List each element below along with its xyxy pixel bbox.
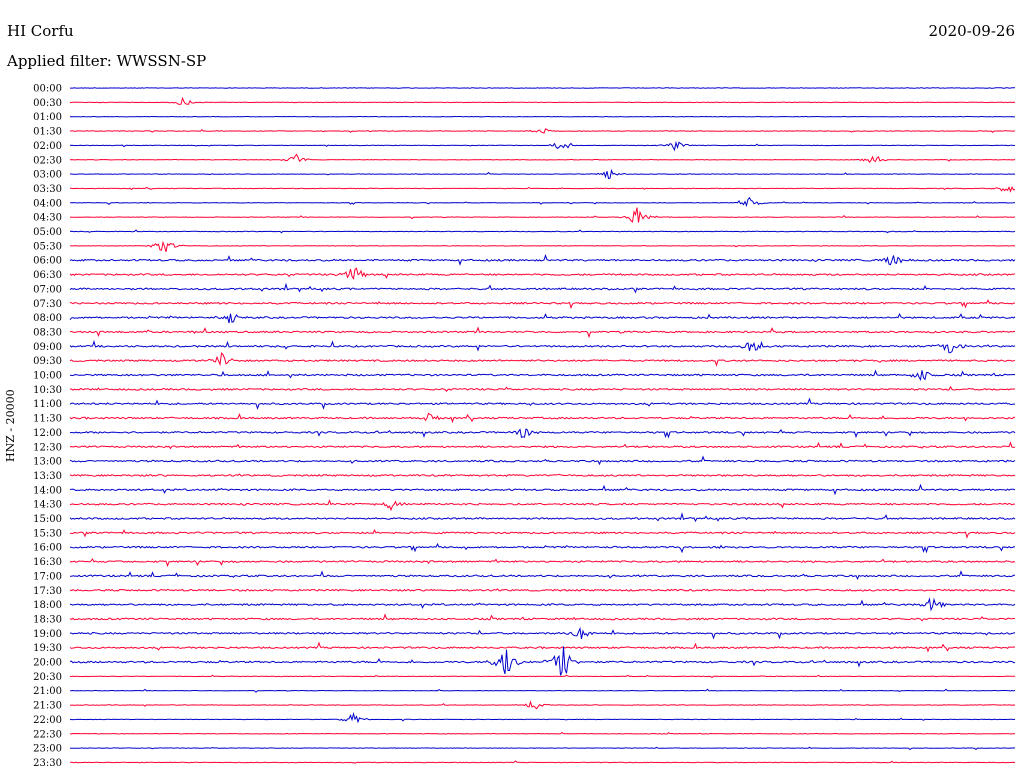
tick-label-2200: 22:00 xyxy=(33,715,62,726)
tick-label-2330: 23:30 xyxy=(33,758,62,769)
tick-label-0100: 01:00 xyxy=(33,112,62,123)
trace-0330 xyxy=(69,186,1016,193)
trace-0900 xyxy=(69,340,1016,354)
tick-label-1530: 15:30 xyxy=(33,528,62,539)
tick-label-2300: 23:00 xyxy=(33,744,62,755)
trace-0430 xyxy=(69,207,1016,223)
trace-1800 xyxy=(69,597,1016,612)
trace-1130 xyxy=(69,412,1016,424)
tick-label-0500: 05:00 xyxy=(33,227,62,238)
tick-label-1900: 19:00 xyxy=(33,629,62,640)
tick-label-1200: 12:00 xyxy=(33,428,62,439)
trace-1600 xyxy=(69,542,1016,554)
trace-2330 xyxy=(70,760,1016,764)
tick-label-1500: 15:00 xyxy=(33,514,62,525)
tick-label-1230: 12:30 xyxy=(33,442,62,453)
tick-label-1730: 17:30 xyxy=(33,586,62,597)
trace-0200 xyxy=(69,140,1016,152)
trace-1530 xyxy=(69,528,1016,539)
tick-label-0230: 02:30 xyxy=(33,155,62,166)
tick-label-0130: 01:30 xyxy=(33,127,62,138)
tick-label-2130: 21:30 xyxy=(33,701,62,712)
trace-0500 xyxy=(69,229,1016,234)
trace-0800 xyxy=(69,312,1016,324)
tick-label-1400: 14:00 xyxy=(33,485,62,496)
trace-0700 xyxy=(69,282,1016,294)
trace-1930 xyxy=(69,641,1016,653)
tick-label-1030: 10:30 xyxy=(33,385,62,396)
tick-label-0030: 00:30 xyxy=(33,98,62,109)
station-title: HI Corfu xyxy=(7,22,74,40)
tick-label-1430: 14:30 xyxy=(33,500,62,511)
trace-2300 xyxy=(69,746,1016,751)
tick-label-1300: 13:00 xyxy=(33,457,62,468)
tick-label-0830: 08:30 xyxy=(33,327,62,338)
trace-2000 xyxy=(69,646,1016,676)
tick-label-0700: 07:00 xyxy=(33,284,62,295)
trace-1730 xyxy=(69,588,1016,592)
trace-1000 xyxy=(69,369,1016,381)
tick-label-1000: 10:00 xyxy=(33,371,62,382)
tick-label-2230: 22:30 xyxy=(33,729,62,740)
trace-1900 xyxy=(70,626,1016,640)
tick-label-2100: 21:00 xyxy=(33,686,62,697)
tick-label-0330: 03:30 xyxy=(33,184,62,195)
trace-1330 xyxy=(69,473,1016,477)
trace-2230 xyxy=(69,731,1016,735)
trace-0230 xyxy=(69,153,1016,164)
trace-0830 xyxy=(69,326,1016,339)
trace-2030 xyxy=(69,674,1016,679)
trace-1100 xyxy=(69,397,1016,410)
tick-label-0800: 08:00 xyxy=(33,313,62,324)
tick-label-0730: 07:30 xyxy=(33,299,62,310)
tick-label-1330: 13:30 xyxy=(33,471,62,482)
tick-label-1600: 16:00 xyxy=(33,543,62,554)
trace-0400 xyxy=(69,196,1016,208)
filter-label: Applied filter: WWSSN-SP xyxy=(7,52,207,70)
trace-1700 xyxy=(69,570,1015,580)
tick-label-1130: 11:30 xyxy=(33,414,62,425)
tick-label-0600: 06:00 xyxy=(33,256,62,267)
tick-label-0400: 04:00 xyxy=(33,198,62,209)
date-label: 2020-09-26 xyxy=(928,22,1015,40)
trace-1030 xyxy=(69,385,1016,392)
trace-2100 xyxy=(70,688,1016,693)
trace-1500 xyxy=(69,512,1016,523)
trace-0730 xyxy=(69,299,1015,310)
tick-label-2030: 20:30 xyxy=(33,672,62,683)
tick-label-0430: 04:30 xyxy=(33,213,62,224)
tick-label-0530: 05:30 xyxy=(33,241,62,252)
trace-1300 xyxy=(69,455,1016,466)
trace-0030 xyxy=(69,96,1016,105)
trace-1230 xyxy=(69,441,1016,450)
trace-0600 xyxy=(69,253,1016,266)
trace-0530 xyxy=(69,240,1016,253)
tick-label-0000: 00:00 xyxy=(33,84,62,95)
tick-label-2000: 20:00 xyxy=(33,658,62,669)
trace-1400 xyxy=(69,483,1016,496)
tick-label-1800: 18:00 xyxy=(33,600,62,611)
tick-label-1630: 16:30 xyxy=(33,557,62,568)
tick-label-1100: 11:00 xyxy=(33,399,62,410)
tick-label-1700: 17:00 xyxy=(33,571,62,582)
trace-1830 xyxy=(69,613,1016,622)
tick-label-0300: 03:00 xyxy=(33,170,62,181)
tick-label-0630: 06:30 xyxy=(33,270,62,281)
trace-0130 xyxy=(69,128,1016,134)
trace-0630 xyxy=(69,267,1016,280)
tick-label-1830: 18:30 xyxy=(33,614,62,625)
trace-0300 xyxy=(69,168,1016,180)
trace-1630 xyxy=(69,558,1016,568)
trace-2200 xyxy=(69,712,1016,724)
trace-1430 xyxy=(69,499,1016,512)
tick-label-0930: 09:30 xyxy=(33,356,62,367)
trace-2130 xyxy=(69,700,1016,710)
tick-label-0200: 02:00 xyxy=(33,141,62,152)
tick-label-1930: 19:30 xyxy=(33,643,62,654)
trace-0930 xyxy=(69,352,1016,367)
trace-1200 xyxy=(69,428,1016,439)
tick-label-0900: 09:00 xyxy=(33,342,62,353)
